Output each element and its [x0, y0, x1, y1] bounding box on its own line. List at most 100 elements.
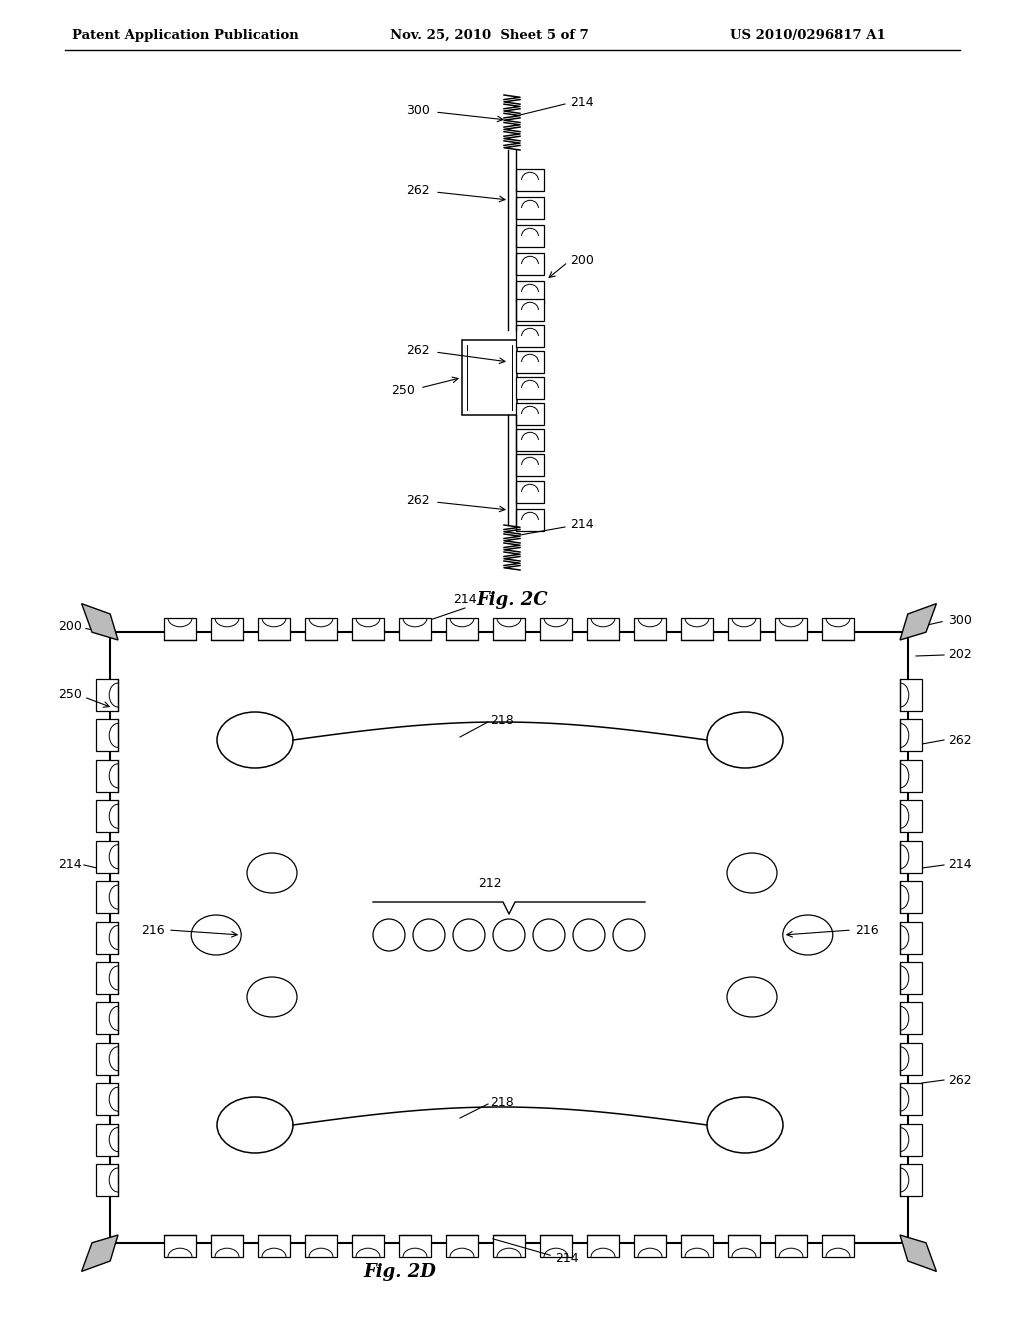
Bar — [516, 325, 544, 347]
Bar — [96, 880, 118, 913]
Bar — [516, 197, 544, 219]
Bar — [900, 841, 922, 873]
Bar — [211, 1236, 243, 1257]
Bar — [516, 224, 544, 247]
Bar — [900, 921, 922, 953]
Ellipse shape — [217, 1097, 293, 1152]
Text: 214: 214 — [58, 858, 82, 871]
FancyBboxPatch shape — [110, 632, 908, 1243]
Ellipse shape — [534, 919, 565, 950]
Text: 216: 216 — [141, 924, 165, 936]
Bar — [96, 921, 118, 953]
Bar — [516, 253, 544, 275]
Bar — [900, 880, 922, 913]
Bar — [305, 1236, 337, 1257]
Bar — [352, 1236, 384, 1257]
Text: 214: 214 — [570, 519, 594, 532]
Bar — [164, 618, 196, 640]
Bar — [775, 1236, 807, 1257]
Bar — [900, 678, 922, 711]
Ellipse shape — [613, 919, 645, 950]
Bar — [516, 510, 544, 531]
Bar — [516, 480, 544, 503]
Bar — [446, 1236, 478, 1257]
Bar — [96, 719, 118, 751]
Bar — [96, 1164, 118, 1196]
Text: 250: 250 — [391, 384, 415, 396]
Text: 200: 200 — [570, 253, 594, 267]
Ellipse shape — [217, 711, 293, 768]
Bar — [96, 1002, 118, 1035]
Bar — [540, 1236, 572, 1257]
Bar — [399, 1236, 431, 1257]
Bar — [822, 618, 854, 640]
Bar — [587, 1236, 618, 1257]
Text: 250: 250 — [58, 689, 82, 701]
Bar — [96, 678, 118, 711]
Bar — [900, 1123, 922, 1155]
Bar — [681, 1236, 713, 1257]
Text: US 2010/0296817 A1: US 2010/0296817 A1 — [730, 29, 886, 41]
Bar — [493, 1236, 525, 1257]
Bar — [516, 281, 544, 304]
Bar — [516, 403, 544, 425]
Text: 300: 300 — [948, 614, 972, 627]
Ellipse shape — [191, 915, 242, 954]
Bar — [822, 1236, 854, 1257]
Text: 214: 214 — [555, 1251, 579, 1265]
Bar — [96, 962, 118, 994]
Polygon shape — [900, 1236, 936, 1271]
Ellipse shape — [707, 1097, 783, 1152]
Text: 214: 214 — [570, 95, 594, 108]
Bar — [305, 618, 337, 640]
Ellipse shape — [247, 853, 297, 894]
Bar — [900, 800, 922, 832]
Ellipse shape — [707, 711, 783, 768]
Text: Nov. 25, 2010  Sheet 5 of 7: Nov. 25, 2010 Sheet 5 of 7 — [390, 29, 589, 41]
Bar — [211, 618, 243, 640]
Text: 262: 262 — [407, 343, 430, 356]
Text: 214: 214 — [454, 593, 477, 606]
Text: 262: 262 — [407, 494, 430, 507]
Bar — [516, 454, 544, 477]
Bar — [164, 1236, 196, 1257]
Bar — [258, 618, 290, 640]
Ellipse shape — [453, 919, 485, 950]
Bar — [516, 169, 544, 191]
Bar — [516, 378, 544, 399]
Bar — [900, 1002, 922, 1035]
Text: 200: 200 — [58, 620, 82, 634]
Bar — [258, 1236, 290, 1257]
Bar — [96, 841, 118, 873]
Text: 218: 218 — [490, 1096, 514, 1109]
Text: Fig. 2D: Fig. 2D — [364, 1263, 436, 1280]
Bar — [634, 618, 666, 640]
Text: 262: 262 — [948, 1073, 972, 1086]
Bar — [728, 618, 760, 640]
Bar — [681, 618, 713, 640]
Bar — [587, 618, 618, 640]
Text: Fig. 2C: Fig. 2C — [476, 591, 548, 609]
Bar — [399, 618, 431, 640]
Bar — [96, 800, 118, 832]
Bar — [96, 1084, 118, 1115]
Bar — [634, 1236, 666, 1257]
Text: 216: 216 — [855, 924, 879, 936]
Polygon shape — [82, 603, 118, 640]
Bar — [493, 618, 525, 640]
Polygon shape — [900, 603, 936, 640]
Bar — [96, 1043, 118, 1074]
Bar — [516, 429, 544, 451]
Text: 212: 212 — [478, 876, 502, 890]
Bar — [775, 618, 807, 640]
Ellipse shape — [727, 977, 777, 1016]
Text: Patent Application Publication: Patent Application Publication — [72, 29, 299, 41]
Bar — [900, 962, 922, 994]
Bar — [900, 719, 922, 751]
Bar — [900, 760, 922, 792]
Bar — [516, 300, 544, 321]
Text: 214: 214 — [948, 858, 972, 871]
Bar — [900, 1043, 922, 1074]
Ellipse shape — [373, 919, 406, 950]
Text: 202: 202 — [948, 648, 972, 661]
